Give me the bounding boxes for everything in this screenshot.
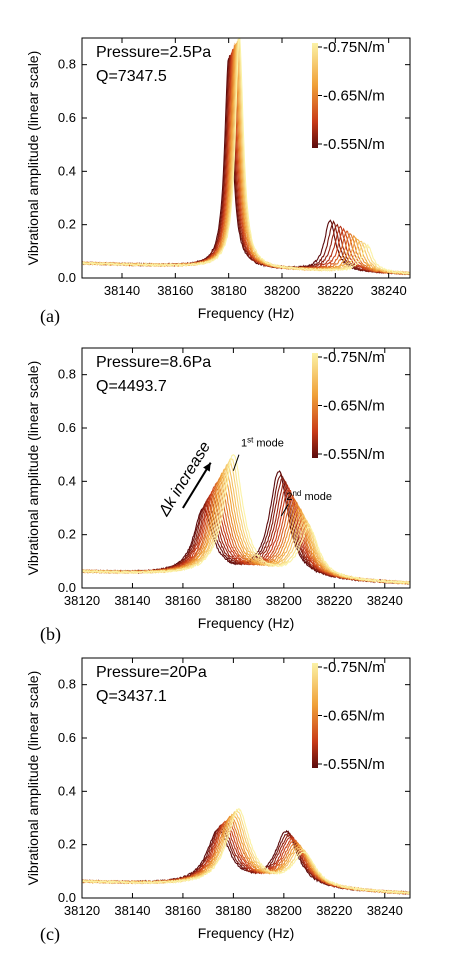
chart-panel: 38140 38160 38180 38200 38220 38240 0.0 0.2 0.4 0… — [25, 37, 411, 327]
y-tick-label: 0.6 — [58, 420, 76, 435]
panel-label: (c) — [40, 924, 60, 945]
pressure-label: Pressure=2.5Pa — [96, 44, 211, 61]
y-tick-label: 0.2 — [58, 837, 76, 852]
delta-k-arrow-head — [203, 462, 211, 472]
x-tick-label: 38220 — [316, 903, 352, 918]
x-tick-label: 38200 — [264, 283, 300, 298]
colorbar-label: -0.55N/m — [323, 756, 385, 773]
colorbar-label: -0.65N/m — [323, 708, 385, 725]
x-tick-label: 38140 — [114, 903, 150, 918]
x-tick-label: 38200 — [266, 593, 302, 608]
x-axis-title: Frequency (Hz) — [198, 305, 294, 321]
series-line — [82, 484, 410, 585]
curve-group — [82, 454, 410, 585]
series-line — [82, 38, 410, 275]
q-factor-label: Q=3437.1 — [96, 688, 167, 705]
series-line — [82, 481, 410, 585]
series-line — [82, 472, 410, 585]
x-tick-label: 38140 — [114, 593, 150, 608]
x-tick-label: 38240 — [367, 903, 403, 918]
series-line — [82, 38, 410, 275]
pressure-label: Pressure=20Pa — [96, 664, 207, 681]
panel-label: (b) — [40, 624, 61, 645]
series-line — [82, 472, 410, 585]
series-line — [82, 807, 410, 895]
mode2-label: 2nd mode — [286, 489, 332, 503]
panel-label: (a) — [40, 306, 60, 327]
delta-k-arrow — [182, 462, 212, 509]
x-tick-label: 38120 — [64, 903, 100, 918]
colorbar-label: -0.75N/m — [323, 659, 385, 676]
colorbar-label: -0.75N/m — [323, 349, 385, 366]
x-tick-label: 38240 — [367, 593, 403, 608]
y-tick-label: 0.8 — [58, 367, 76, 382]
mode2-pointer — [280, 503, 289, 517]
y-axis-title: Vibrational amplitude (linear scale) — [25, 51, 41, 266]
series-line — [82, 467, 410, 585]
y-tick-label: 0.2 — [58, 527, 76, 542]
colorbar-label: -0.65N/m — [323, 88, 385, 105]
colorbar-label: -0.55N/m — [323, 136, 385, 153]
delta-k-label: Δk increase — [155, 439, 214, 520]
x-tick-label: 38180 — [215, 593, 251, 608]
x-tick-label: 38200 — [266, 903, 302, 918]
x-tick-label: 38220 — [316, 593, 352, 608]
colorbar-label: -0.55N/m — [323, 446, 385, 463]
colorbar-label: -0.75N/m — [323, 39, 385, 56]
series-line — [82, 488, 410, 585]
colorbar-label: -0.65N/m — [323, 398, 385, 415]
y-tick-label: 0.0 — [58, 580, 76, 595]
x-axis-title: Frequency (Hz) — [198, 925, 294, 941]
y-tick-label: 0.0 — [58, 270, 76, 285]
x-tick-label: 38160 — [165, 903, 201, 918]
curve-group — [82, 807, 410, 896]
x-tick-label: 38180 — [211, 283, 247, 298]
curve-group — [82, 38, 410, 276]
y-tick-label: 0.8 — [58, 57, 76, 72]
y-tick-label: 0.8 — [58, 677, 76, 692]
colorbar — [312, 663, 318, 768]
colorbar — [312, 353, 318, 458]
series-line — [82, 470, 410, 585]
y-axis-title: Vibrational amplitude (linear scale) — [25, 361, 41, 576]
chart-panel: 38120 38140 38160 38180 38200 38220 38240 0.0 0.… — [25, 347, 411, 645]
y-axis-title: Vibrational amplitude (linear scale) — [25, 671, 41, 886]
y-tick-label: 0.4 — [58, 163, 76, 178]
pressure-label: Pressure=8.6Pa — [96, 354, 211, 371]
y-tick-label: 0.6 — [58, 730, 76, 745]
chart-panel: 38120 38140 38160 38180 38200 38220 38240 0.0 0.… — [25, 657, 411, 945]
x-tick-label: 38240 — [371, 283, 407, 298]
y-tick-label: 0.0 — [58, 890, 76, 905]
series-line — [82, 454, 410, 585]
plot-frame — [81, 657, 411, 899]
y-tick-label: 0.6 — [58, 110, 76, 125]
x-tick-label: 38220 — [317, 283, 353, 298]
plot-frame — [81, 347, 411, 589]
x-tick-label: 38180 — [215, 903, 251, 918]
x-tick-label: 38160 — [165, 593, 201, 608]
mode1-pointer — [232, 454, 240, 471]
plot-frame — [81, 37, 411, 279]
y-tick-label: 0.4 — [58, 783, 76, 798]
series-line — [82, 484, 410, 585]
q-factor-label: Q=4493.7 — [96, 378, 167, 395]
colorbar — [312, 43, 318, 148]
q-factor-label: Q=7347.5 — [96, 68, 167, 85]
y-tick-label: 0.2 — [58, 217, 76, 232]
x-tick-label: 38140 — [104, 283, 140, 298]
y-tick-label: 0.4 — [58, 473, 76, 488]
x-tick-label: 38120 — [64, 593, 100, 608]
x-axis-title: Frequency (Hz) — [198, 615, 294, 631]
x-tick-label: 38160 — [157, 283, 193, 298]
mode1-label: 1st mode — [241, 436, 284, 450]
